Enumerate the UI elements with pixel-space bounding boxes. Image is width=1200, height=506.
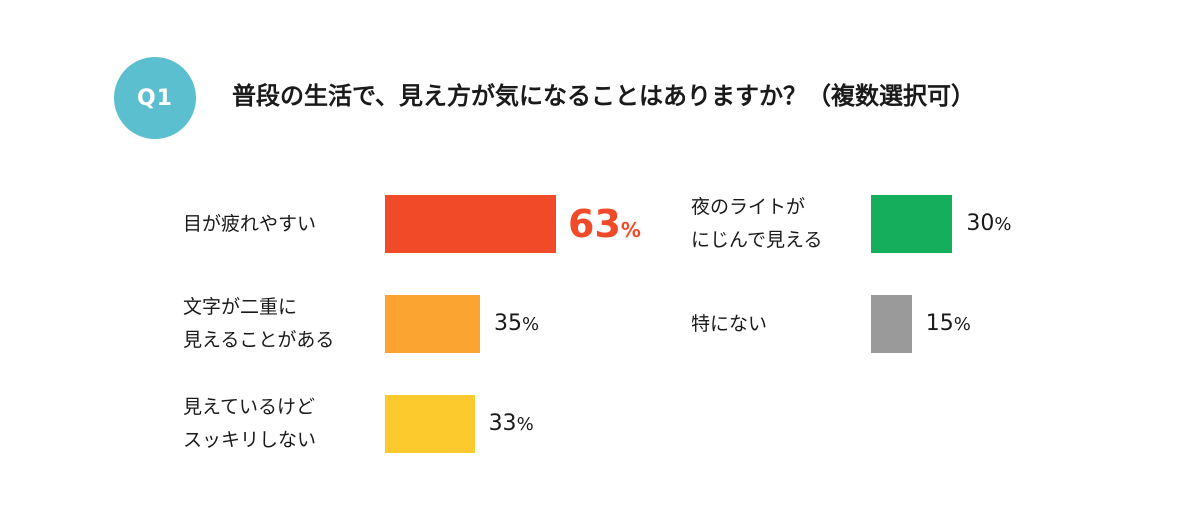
chart-bar: [385, 195, 556, 253]
chart-value-label: 63%: [568, 195, 641, 259]
chart-bar: [871, 295, 912, 353]
chart-item-label-line: スッキリしない: [183, 429, 317, 451]
chart-item-label-line: 見えることがある: [183, 329, 335, 351]
question-number-badge: Q1: [114, 57, 196, 139]
chart-value-label: 35%: [494, 295, 539, 354]
chart-item-label: 文字が二重に見えることがある: [183, 291, 334, 357]
chart-value-number: 33: [488, 411, 517, 436]
chart-item-label-line: 目が疲れやすい: [183, 212, 317, 235]
chart-value-unit: %: [620, 218, 641, 242]
chart-item-label-line: 文字が二重に: [183, 296, 298, 318]
chart-value-label: 30%: [966, 195, 1011, 254]
chart-value-number: 35: [494, 311, 522, 336]
chart-value-label: 15%: [926, 295, 971, 354]
chart-item-label-line: 夜のライトが: [691, 196, 806, 218]
chart-value-unit: %: [522, 314, 540, 335]
chart-bar: [871, 195, 953, 253]
chart-item-label-line: にじんで見える: [691, 229, 823, 251]
chart-value-number: 63: [568, 202, 621, 246]
chart-value-unit: %: [994, 214, 1012, 235]
chart-value-unit: %: [516, 414, 534, 435]
chart-bar: [385, 295, 480, 353]
question-title: 普段の生活で、見え方が気になることはありますか？（複数選択可）: [232, 82, 976, 110]
question-number: Q1: [136, 85, 173, 111]
chart-item-label: 目が疲れやすい: [183, 208, 316, 241]
chart-item-label: 見えているけど スッキリしない: [183, 391, 316, 457]
chart-value-label: 33%: [489, 395, 534, 454]
chart-item-label: 特にない: [691, 308, 767, 341]
chart-value-unit: %: [953, 314, 971, 335]
chart-item-label-line: 見えているけど: [183, 396, 316, 418]
chart-value-number: 15: [925, 311, 954, 336]
chart-value-number: 30: [966, 211, 995, 236]
chart-item-label-line: 特にない: [691, 312, 768, 335]
chart-bar: [385, 395, 475, 453]
chart-item-label: 夜のライトが にじんで見える: [691, 191, 822, 257]
